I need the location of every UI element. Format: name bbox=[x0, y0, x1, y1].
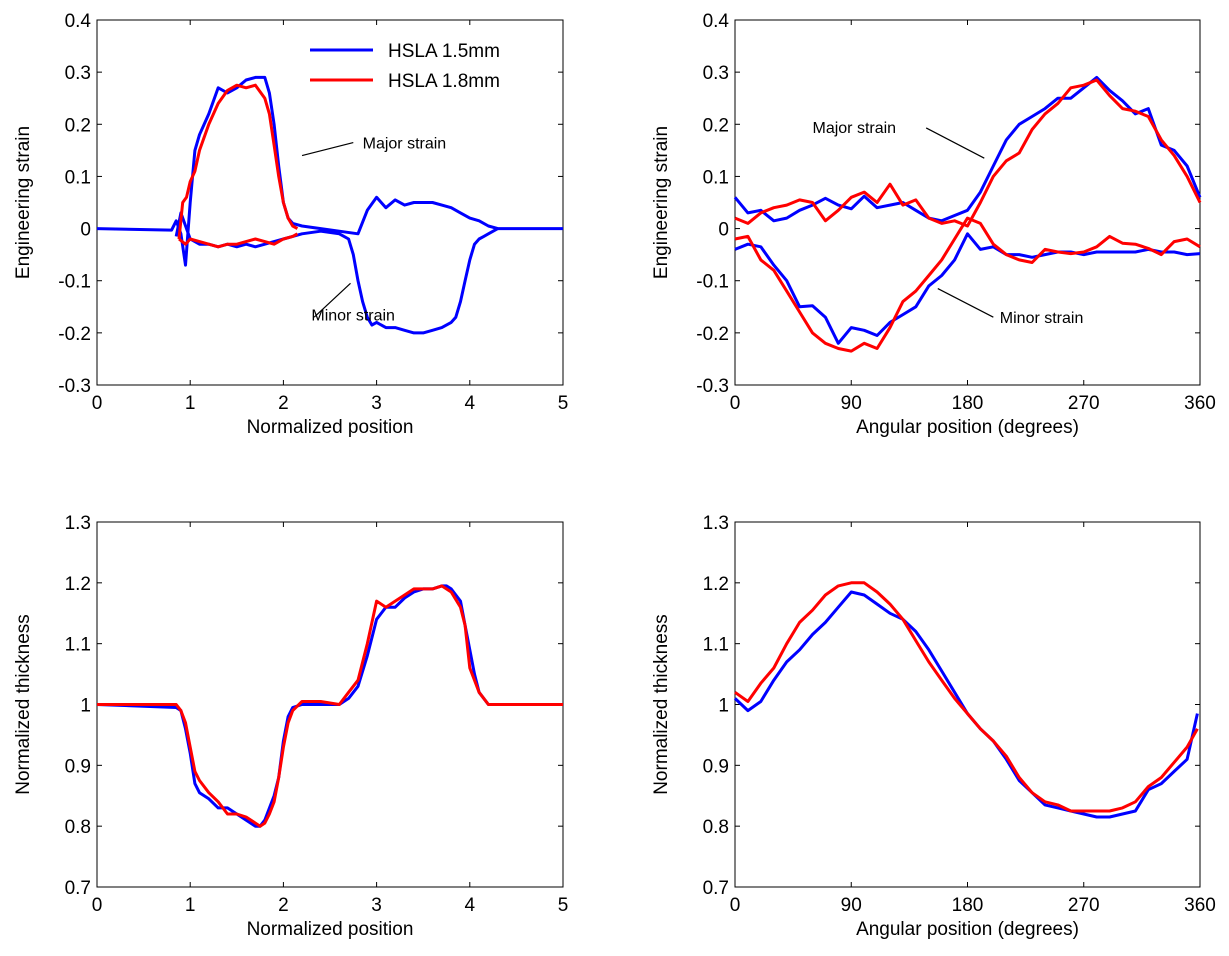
annotation-leader bbox=[301, 141, 354, 157]
panel-strain-angle: 0 90 180 270 360 -0.3 -0.2 -0.1 0 0.1 0.2 0.3 0.4 Ang… bbox=[651, 11, 1216, 438]
y-tick-label: 0.9 bbox=[65, 756, 91, 777]
y-tick-label: 1.2 bbox=[65, 574, 91, 595]
x-tick-label: 0 bbox=[730, 393, 741, 414]
y-tick-label: 0.1 bbox=[703, 167, 729, 188]
y-tick-label: 0.3 bbox=[703, 63, 729, 84]
x-tick-label: 360 bbox=[1184, 895, 1216, 916]
series-line-hsla-1-8mm bbox=[178, 232, 299, 249]
x-tick-label: 270 bbox=[1068, 393, 1100, 414]
x-tick-label: 2 bbox=[278, 393, 289, 414]
y-tick-label: 1.1 bbox=[65, 635, 91, 656]
x-tick-label: 4 bbox=[465, 895, 476, 916]
y-tick-label: -0.3 bbox=[58, 376, 91, 397]
x-tick-label: 3 bbox=[371, 895, 382, 916]
y-tick-label: 1 bbox=[718, 696, 729, 717]
x-axis-label: Normalized position bbox=[247, 417, 414, 438]
y-tick-label: 0.4 bbox=[65, 11, 92, 32]
y-tick-label: 0.1 bbox=[65, 167, 91, 188]
y-tick-label: 1 bbox=[80, 696, 91, 717]
y-tick-label: 0.9 bbox=[703, 756, 729, 777]
y-axis-label: Engineering strain bbox=[13, 126, 34, 279]
series-line-hsla-1-8mm bbox=[734, 581, 1199, 813]
y-tick-label: 1.2 bbox=[703, 574, 729, 595]
y-tick-label: 0.8 bbox=[65, 817, 91, 838]
x-tick-label: 0 bbox=[730, 895, 741, 916]
y-tick-label: 0.2 bbox=[703, 115, 729, 136]
plot-frame bbox=[734, 521, 1201, 888]
x-tick-label: 4 bbox=[465, 393, 476, 414]
legend-label-hsla18: HSLA 1.8mm bbox=[388, 71, 500, 92]
x-tick-label: 180 bbox=[952, 895, 984, 916]
y-tick-label: 1.1 bbox=[703, 635, 729, 656]
y-tick-label: -0.1 bbox=[58, 272, 91, 293]
y-axis-label: Normalized thickness bbox=[13, 614, 34, 795]
x-axis-label: Angular position (degrees) bbox=[856, 417, 1079, 438]
y-axis-label: Engineering strain bbox=[651, 126, 672, 279]
annotation-leader bbox=[313, 282, 351, 318]
y-axis-label: Normalized thickness bbox=[651, 614, 672, 795]
y-tick-label: -0.2 bbox=[58, 324, 91, 345]
x-tick-label: 5 bbox=[558, 393, 569, 414]
y-tick-label: 0.4 bbox=[703, 11, 730, 32]
panel-thickness-position: 0 1 2 3 4 5 0.7 0.8 0.9 1 1.1 1.2 1.3 Normalized posi… bbox=[13, 513, 568, 940]
x-tick-label: 90 bbox=[841, 895, 862, 916]
legend-label-hsla15: HSLA 1.5mm bbox=[388, 41, 500, 62]
series-line-hsla-1-5mm bbox=[174, 211, 499, 335]
y-tick-label: 0.7 bbox=[65, 878, 91, 899]
annotation-label: Minor strain bbox=[311, 308, 395, 325]
x-tick-label: 270 bbox=[1068, 895, 1100, 916]
x-tick-label: 180 bbox=[952, 393, 984, 414]
x-tick-label: 0 bbox=[92, 393, 103, 414]
annotation-label: Major strain bbox=[363, 136, 447, 153]
y-tick-label: -0.1 bbox=[696, 272, 729, 293]
y-tick-label: 1.3 bbox=[65, 513, 91, 534]
annotation-leader bbox=[925, 127, 985, 159]
x-tick-label: 1 bbox=[185, 393, 196, 414]
y-tick-label: 0.8 bbox=[703, 817, 729, 838]
series-line-hsla-1-8mm bbox=[734, 216, 1201, 353]
x-axis-label: Angular position (degrees) bbox=[856, 919, 1079, 940]
x-tick-label: 1 bbox=[185, 895, 196, 916]
annotation-label: Major strain bbox=[813, 120, 897, 137]
y-tick-label: 0 bbox=[80, 220, 91, 241]
legend: HSLA 1.5mm HSLA 1.8mm bbox=[310, 41, 500, 92]
y-tick-label: 0.7 bbox=[703, 878, 729, 899]
y-tick-label: -0.2 bbox=[696, 324, 729, 345]
annotation-label: Minor strain bbox=[1000, 310, 1084, 327]
x-tick-label: 2 bbox=[278, 895, 289, 916]
panel-thickness-angle: 0 90 180 270 360 0.7 0.8 0.9 1 1.1 1.2 1.3 Angular p… bbox=[651, 513, 1216, 940]
series-line-hsla-1-8mm bbox=[97, 584, 563, 828]
x-axis-label: Normalized position bbox=[247, 919, 414, 940]
annotation-leader bbox=[937, 288, 994, 318]
y-tick-label: 0.3 bbox=[65, 63, 91, 84]
y-tick-label: 0 bbox=[718, 220, 729, 241]
plot-frame bbox=[734, 19, 1201, 386]
series-line-hsla-1-8mm bbox=[734, 78, 1202, 228]
x-tick-label: 5 bbox=[558, 895, 569, 916]
series-line-hsla-1-5mm bbox=[734, 232, 1201, 345]
x-tick-label: 90 bbox=[841, 393, 862, 414]
x-tick-label: 3 bbox=[371, 393, 382, 414]
series-line-hsla-1-8mm bbox=[177, 83, 299, 240]
y-tick-label: -0.3 bbox=[696, 376, 729, 397]
x-tick-label: 360 bbox=[1184, 393, 1216, 414]
y-tick-label: 0.2 bbox=[65, 115, 91, 136]
x-tick-label: 0 bbox=[92, 895, 103, 916]
y-tick-label: 1.3 bbox=[703, 513, 729, 534]
